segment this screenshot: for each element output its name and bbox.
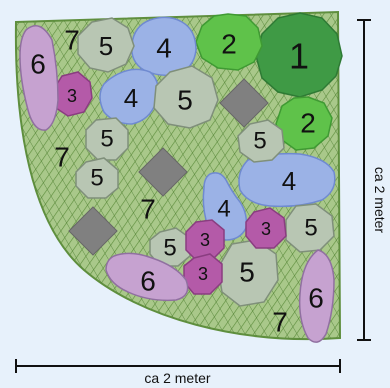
plant-label: 4: [156, 33, 172, 64]
plant-label: 3: [67, 86, 77, 106]
plant-label: 5: [90, 165, 103, 192]
plant-3: 3: [185, 219, 225, 261]
plant-label: 5: [253, 128, 266, 155]
plant-5: 5: [237, 119, 285, 163]
plant-label: 5: [100, 126, 113, 153]
plant-6: 6: [298, 249, 335, 343]
paving-stone: [68, 206, 118, 256]
plant-4: 4: [238, 152, 336, 208]
plant-label: 4: [124, 83, 138, 113]
plant-label: 5: [304, 215, 317, 242]
plant-label: 6: [308, 283, 324, 314]
width-label: ca 2 meter: [144, 370, 211, 386]
plant-5: 5: [75, 157, 119, 199]
width-dimension: [15, 359, 341, 373]
plant-label: 1: [289, 36, 309, 77]
plant-label: 6: [140, 266, 156, 297]
plant-label: 2: [221, 29, 237, 60]
plant-label: 5: [239, 257, 255, 288]
plant-5: 5: [85, 117, 129, 161]
paving-stone: [138, 147, 188, 197]
paving-stone: [219, 78, 269, 128]
plant-4: 4: [99, 68, 159, 125]
plant-2: 2: [275, 96, 333, 151]
plant-7-label: 7: [140, 194, 156, 225]
plant-label: 2: [300, 108, 316, 139]
plant-label: 6: [30, 49, 46, 80]
plant-7-label: 7: [54, 142, 70, 173]
plant-1: 1: [255, 12, 343, 98]
paving-stones: [68, 78, 269, 256]
plant-label: 4: [282, 166, 296, 196]
plant-6: 6: [19, 25, 59, 131]
plant-5: 5: [77, 17, 135, 73]
plant-label: 4: [217, 196, 230, 223]
plant-label: 5: [99, 31, 113, 61]
plant-3: 3: [183, 253, 223, 295]
height-label: ca 2 meter: [372, 166, 388, 234]
plant-7-label: 7: [64, 25, 80, 56]
height-label-wrapper: ca 2 meter: [362, 167, 390, 233]
plant-5: 5: [153, 65, 219, 129]
plant-label: 3: [198, 264, 208, 284]
plant-6: 6: [105, 252, 189, 302]
plant-3: 3: [245, 207, 287, 249]
height-dimension: [357, 19, 371, 341]
plant-5: 5: [149, 227, 191, 267]
plant-label: 3: [261, 219, 271, 239]
plant-label: 5: [177, 85, 193, 116]
plant-label: 3: [200, 230, 210, 250]
plant-4: 4: [131, 16, 197, 77]
plant-7-label: 7: [272, 307, 288, 338]
plant-label: 5: [163, 235, 176, 262]
plant-2: 2: [195, 13, 263, 71]
